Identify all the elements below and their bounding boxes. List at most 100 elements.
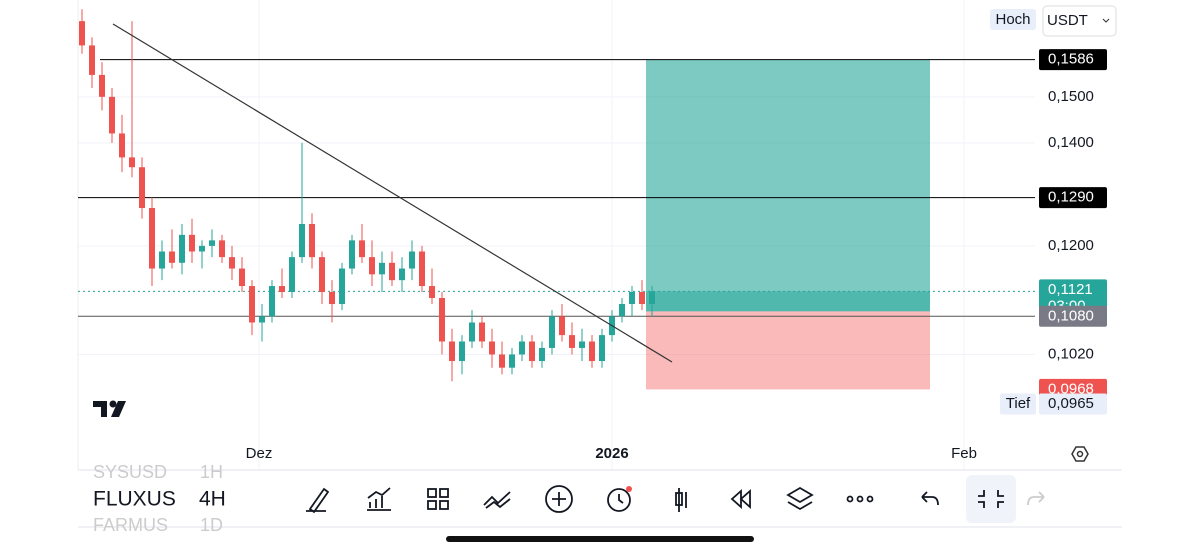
candle-body (629, 291, 635, 305)
fullscreen-btn[interactable] (966, 475, 1016, 523)
candle-body (529, 341, 535, 362)
settings-icon[interactable] (1071, 446, 1089, 462)
price-label: 0,0965 (1048, 395, 1094, 412)
candle-body (369, 257, 375, 275)
y-tick-label: 0,1400 (1048, 134, 1094, 151)
candle-body (189, 234, 195, 252)
candle-body (569, 335, 575, 348)
prev-symbol[interactable]: SYSUSD (93, 462, 167, 482)
candle-body (419, 251, 425, 287)
candle-body (219, 240, 225, 258)
candle-body (579, 341, 585, 348)
candle-body (339, 268, 345, 305)
currency[interactable]: USDT (1047, 12, 1088, 29)
high-tag: Hoch (995, 11, 1030, 28)
candle-body (599, 335, 605, 362)
x-tick-label: Feb (951, 445, 977, 462)
candle-body (79, 21, 85, 46)
candle-body (159, 251, 165, 269)
chevron (1102, 18, 1110, 23)
candle-body (429, 286, 435, 298)
y-tick-label: 0,1020 (1048, 345, 1094, 362)
stop-zone (646, 311, 930, 390)
next-interval[interactable]: 1D (200, 515, 223, 535)
low-tag-bg (1000, 393, 1036, 415)
candle-body (619, 304, 625, 317)
candle-body (149, 208, 155, 269)
candle-body (479, 322, 485, 342)
candle-body (109, 96, 115, 134)
x-tick-label: 2026 (595, 445, 628, 462)
candle-body (329, 291, 335, 305)
candle-body (309, 223, 315, 258)
candle-body (289, 257, 295, 292)
high-tag-bg (990, 9, 1036, 30)
trendline (112, 23, 673, 363)
candle-body (359, 240, 365, 258)
candle-body (639, 291, 645, 305)
candle-body (549, 316, 555, 348)
x-tick-label: Dez (246, 445, 273, 462)
alert-dot (626, 486, 632, 492)
candle-body (179, 234, 185, 263)
price-label-bg (1039, 49, 1107, 71)
candle-body (319, 257, 325, 292)
candle-body (139, 167, 145, 209)
low-tag: Tief (1006, 395, 1031, 412)
open-profit (646, 291, 930, 312)
price-label: 0,0968 (1048, 380, 1094, 397)
candle-body (209, 240, 215, 246)
candle-body (239, 268, 245, 287)
candle-body (489, 341, 495, 355)
next-symbol[interactable]: FARMUS (93, 515, 168, 535)
candle-body (389, 262, 395, 281)
candle-body (199, 245, 205, 252)
tv-logo (93, 400, 126, 417)
candle-body (409, 251, 415, 269)
target-zone (646, 59, 930, 312)
currency-select[interactable] (1042, 5, 1117, 37)
candle-body (129, 157, 135, 168)
candle-body (379, 262, 385, 275)
candle-body (509, 354, 515, 368)
candle-body (89, 45, 95, 75)
interval[interactable]: 4H (199, 488, 226, 511)
candle-body (649, 291, 655, 305)
price-label: 0,1586 (1048, 51, 1094, 68)
collapse-icon (978, 490, 1004, 508)
candle-body (269, 286, 275, 317)
candle-body (259, 316, 265, 323)
candle-body (459, 341, 465, 362)
candle-body (559, 316, 565, 336)
candle-body (589, 341, 595, 362)
candle-body (249, 286, 255, 323)
candle-body (449, 341, 455, 362)
price-label: 0,1080 (1048, 307, 1094, 324)
price-label-bg (1039, 393, 1107, 415)
candle-body (519, 341, 525, 355)
price-label: 0,1121 (1048, 281, 1093, 298)
toolbar-icons[interactable] (306, 485, 1045, 514)
y-tick-label: 0,1200 (1048, 237, 1094, 254)
prev-interval[interactable]: 1H (200, 462, 223, 482)
candle-body (399, 268, 405, 281)
home-indicator (446, 536, 754, 542)
candle-body (169, 251, 175, 263)
candle-body (119, 133, 125, 158)
candle-body (99, 74, 105, 97)
y-tick-label: 0,1500 (1048, 88, 1094, 105)
candle-body (469, 322, 475, 342)
candle-body (279, 286, 285, 292)
price-label-bg (1039, 305, 1107, 327)
candle-body (229, 257, 235, 269)
price-label-bg (1039, 187, 1107, 209)
candle-body (439, 297, 445, 342)
candle-body (539, 347, 545, 362)
candle-body (299, 223, 305, 258)
candle-body (499, 354, 505, 368)
symbol[interactable]: FLUXUS (93, 488, 176, 511)
price-label: 0,1290 (1048, 189, 1094, 206)
candle-body (349, 240, 355, 269)
